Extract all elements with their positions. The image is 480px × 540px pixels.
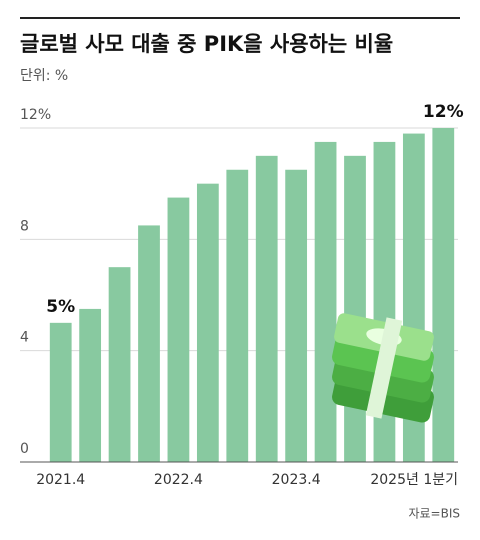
x-tick-label: 2022.4 — [154, 472, 203, 488]
y-tick-label: 12% — [20, 107, 51, 123]
value-label: 5% — [46, 297, 75, 317]
bar — [226, 169, 249, 462]
source: 자료=BIS — [408, 507, 460, 521]
bar — [432, 128, 455, 462]
unit-label: 단위: % — [20, 68, 68, 84]
bar — [138, 225, 160, 462]
bar — [314, 141, 337, 462]
x-tick-label: 2025년 1분기 — [370, 472, 458, 488]
bar — [79, 308, 102, 462]
chart-title: 글로벌 사모 대출 중 PIK을 사용하는 비율 — [20, 32, 393, 56]
bar — [196, 183, 219, 462]
top-rule — [20, 17, 460, 19]
money-icon — [332, 313, 434, 423]
bar — [49, 322, 72, 462]
bar — [167, 197, 190, 463]
bar — [344, 155, 366, 463]
y-tick-label: 0 — [20, 441, 29, 457]
bar — [255, 155, 278, 463]
x-tick-label: 2023.4 — [272, 472, 321, 488]
x-tick-label: 2021.4 — [36, 472, 85, 488]
value-label: 12% — [423, 102, 464, 122]
y-tick-label: 8 — [20, 218, 29, 234]
plot-area: 0 4 8 12% 2021.4 5% 2022.4 2023.4 2025년 1분기 12% — [20, 102, 464, 488]
y-tick-label: 4 — [20, 330, 29, 346]
bar — [285, 169, 308, 462]
bar — [108, 267, 131, 462]
